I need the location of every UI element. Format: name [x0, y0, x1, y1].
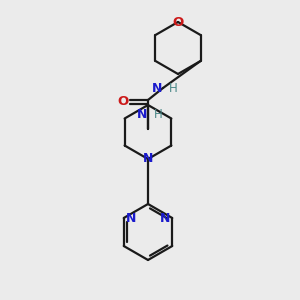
Text: O: O: [117, 95, 129, 108]
Text: N: N: [136, 107, 147, 121]
Text: H: H: [169, 82, 178, 94]
Text: N: N: [152, 82, 162, 94]
Text: N: N: [160, 212, 170, 224]
Text: H: H: [154, 107, 163, 121]
Text: O: O: [172, 16, 184, 28]
Text: N: N: [143, 152, 153, 166]
Text: N: N: [126, 212, 136, 224]
